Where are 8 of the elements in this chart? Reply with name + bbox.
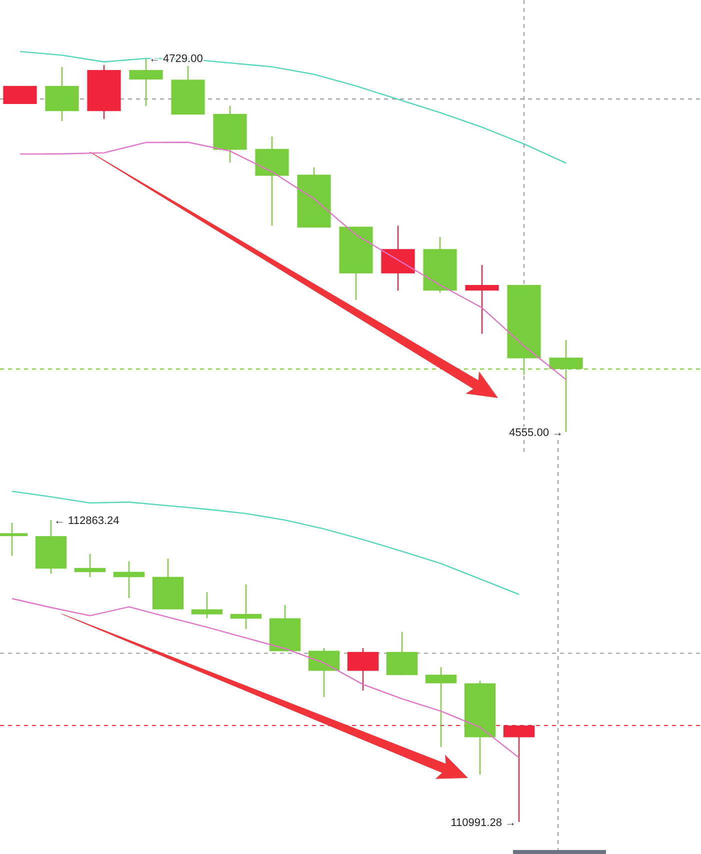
candlestick: [230, 584, 262, 630]
annotation: ← 112863.24: [54, 515, 120, 527]
candlestick: [74, 553, 106, 578]
annotation: 4555.00 →: [509, 427, 563, 439]
annotation: 110991.28 →: [450, 817, 516, 829]
candlestick: [465, 264, 499, 334]
candlestick: [425, 666, 457, 748]
candlestick: [113, 560, 145, 599]
